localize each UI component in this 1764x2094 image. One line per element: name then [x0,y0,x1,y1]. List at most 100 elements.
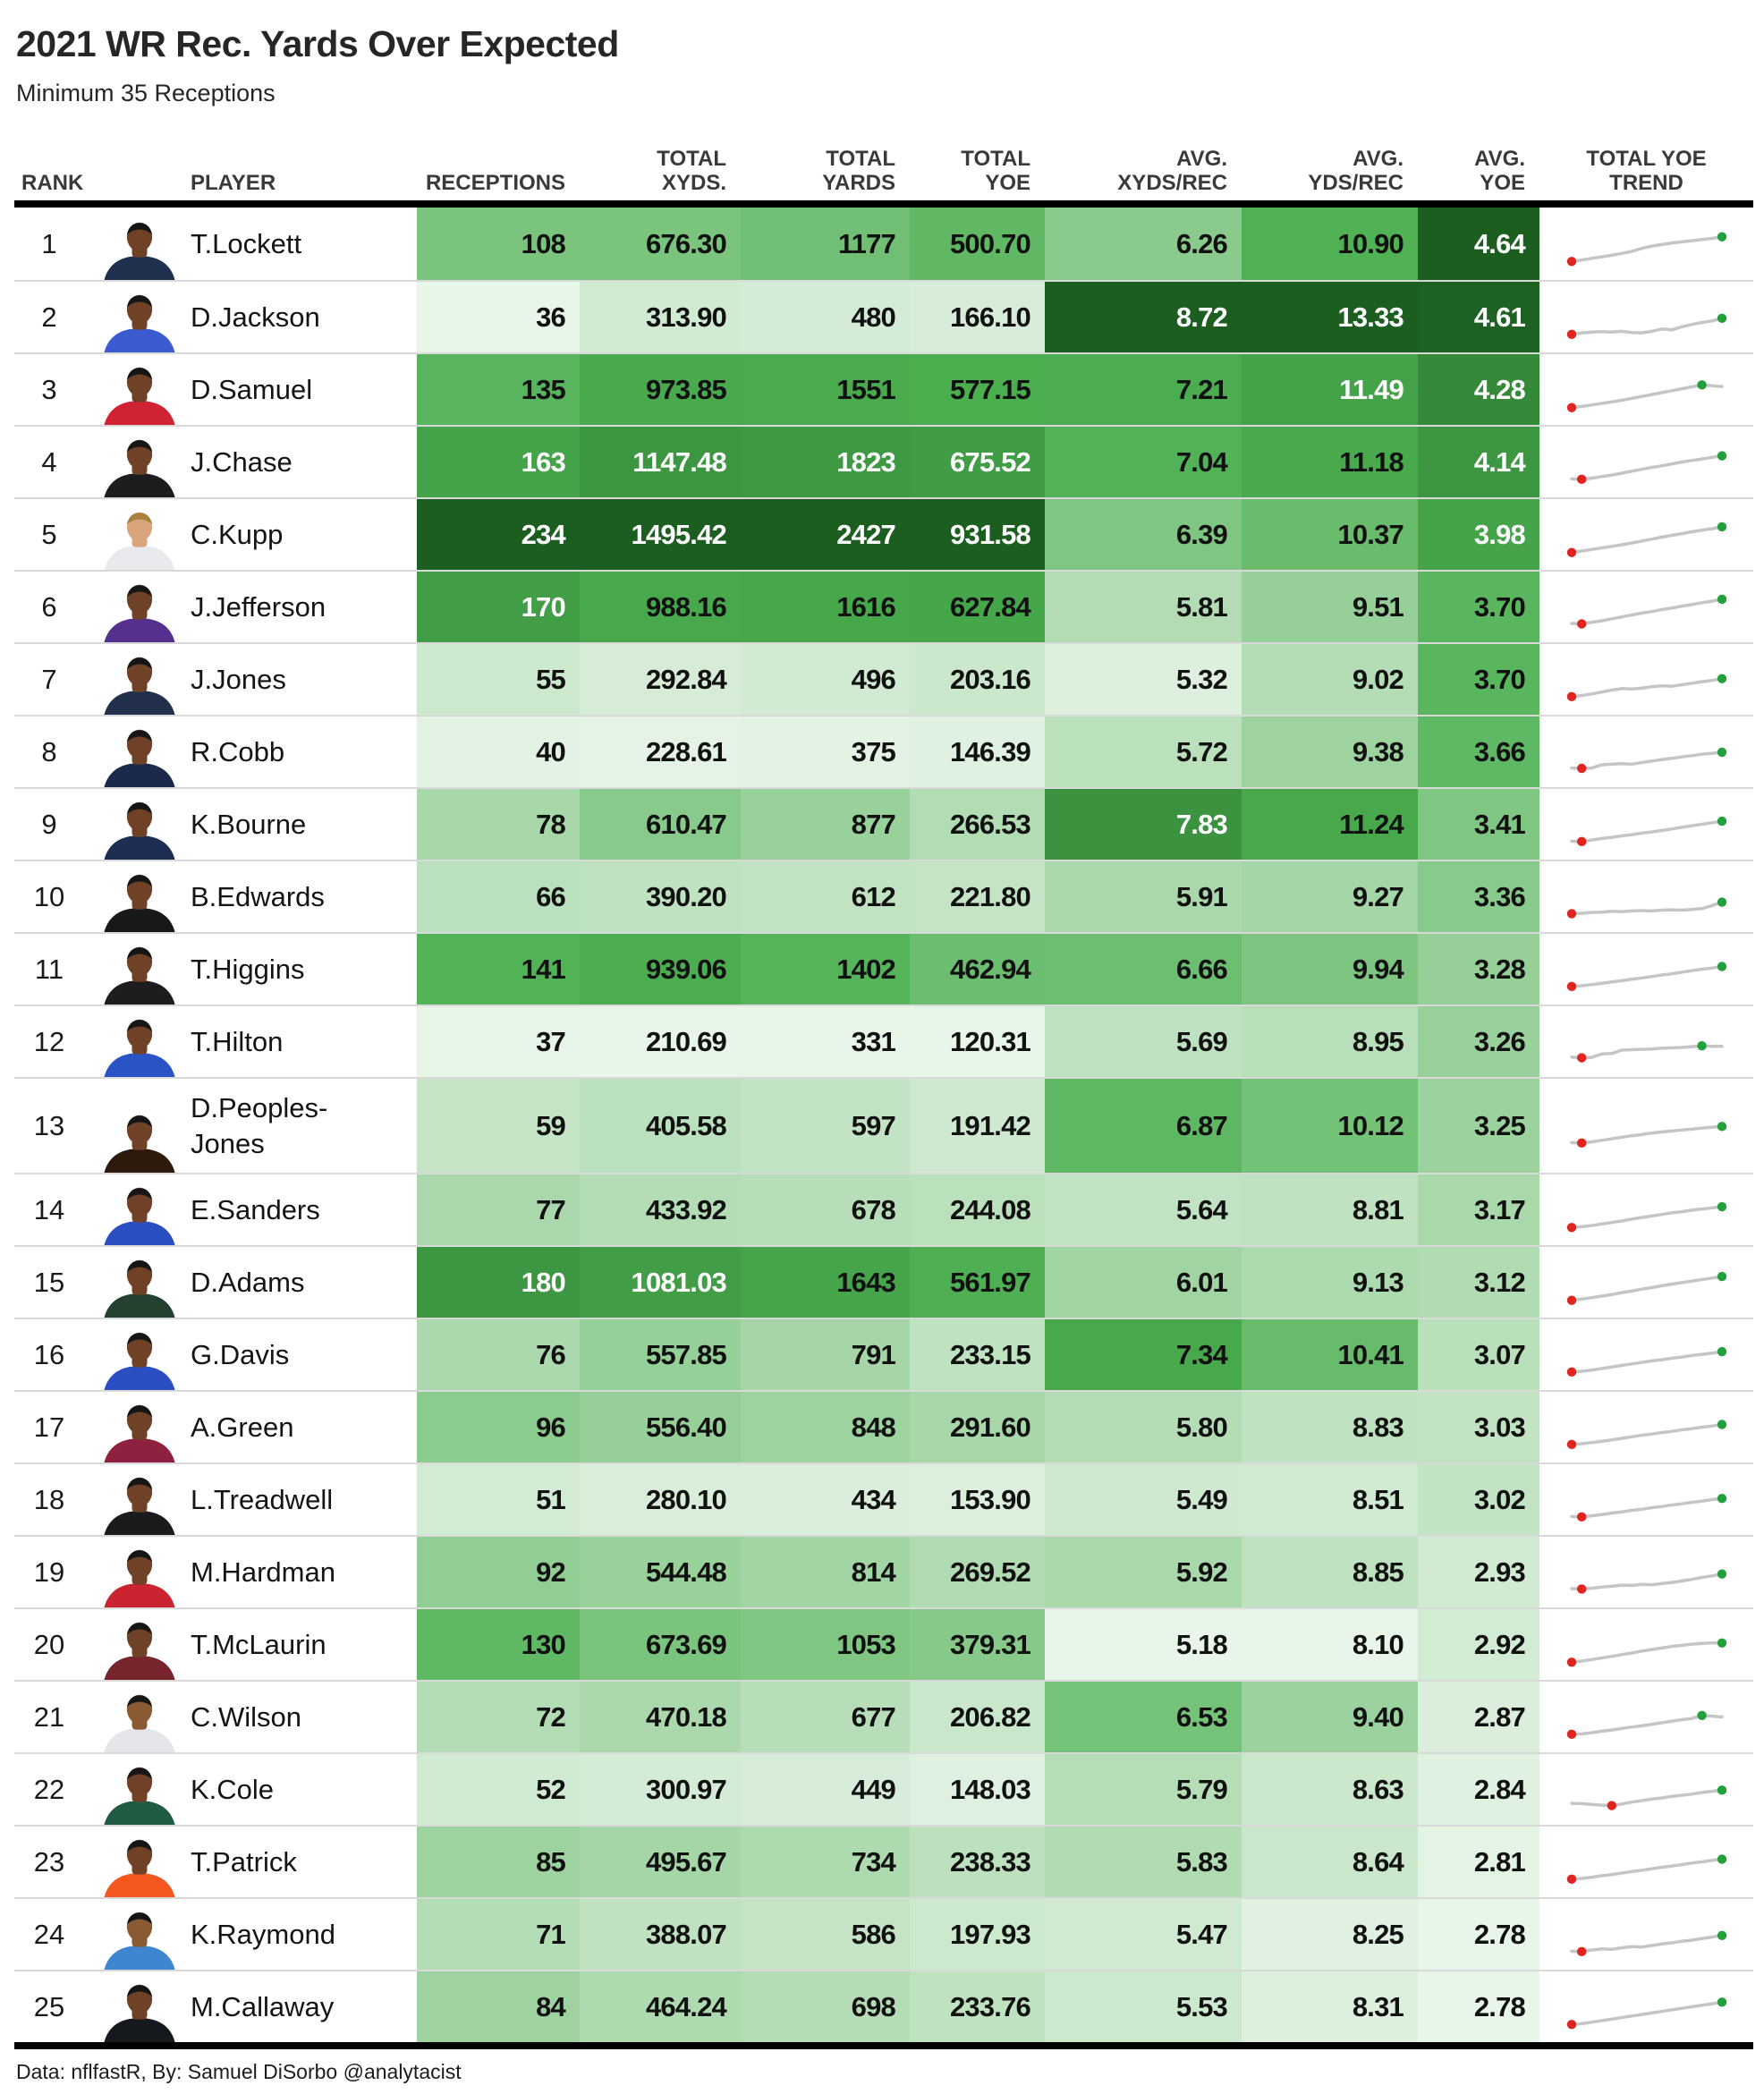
trend-line [1569,1124,1724,1145]
rank-value: 18 [33,1483,65,1515]
cell-total-xyds: 939.06 [580,934,741,1005]
trend-max-dot [1696,1040,1707,1050]
trend-sparkline [1539,572,1753,642]
cell-total-xyds: 495.67 [580,1827,741,1897]
cell-receptions: 84 [417,1971,580,2042]
player-avatar [97,1392,182,1462]
cell-avg-yoe: 3.12 [1418,1247,1539,1318]
trend-min-dot [1566,1439,1576,1449]
player-avatar [97,1006,182,1077]
cell-avg-yds-rec: 8.83 [1242,1392,1418,1462]
cell-avg-xyds-rec: 5.18 [1045,1609,1242,1680]
player-name: R.Cobb [191,735,285,767]
player-avatar [97,716,182,787]
player-avatar [97,644,182,715]
cell-avg-yoe: 2.84 [1418,1754,1539,1825]
cell-total-yards: 1402 [741,934,910,1005]
trend-min-dot [1566,908,1576,919]
cell-receptions: 71 [417,1899,580,1970]
player-headshot-icon [103,801,175,860]
player-avatar [97,934,182,1005]
cell-total-yoe: 191.42 [910,1079,1045,1173]
cell-avg-yoe: 4.64 [1418,208,1539,280]
player-headshot-icon [103,1404,175,1462]
cell-total-xyds: 1147.48 [580,427,741,497]
cell-receptions: 72 [417,1682,580,1752]
trend-min-dot [1607,1800,1616,1810]
cell-avg-yds-rec: 10.90 [1242,208,1418,280]
player-headshot-icon [103,1839,175,1897]
cell-receptions: 66 [417,861,580,932]
table-row: 9 K.Bourne 78 610.47 877 266.53 7.83 11.… [14,787,1753,860]
trend-max-dot [1717,232,1726,242]
player-name: K.Cole [191,1773,275,1805]
trend-max-dot [1717,1121,1726,1132]
cell-avg-yoe: 4.61 [1418,282,1539,352]
cell-total-yards: 480 [741,282,910,352]
column-header-avg-yoe: AVG. YOE [1474,147,1525,195]
trend-line [1569,1640,1724,1664]
trend-min-dot [1566,1222,1576,1232]
cell-avg-yds-rec: 8.64 [1242,1827,1418,1897]
table-row: 23 T.Patrick 85 495.67 734 238.33 5.83 8… [14,1825,1753,1897]
cell-total-yoe: 379.31 [910,1609,1045,1680]
player-avatar [97,1537,182,1607]
cell-total-yoe: 206.82 [910,1682,1045,1752]
trend-min-dot [1576,474,1586,484]
trend-min-dot [1566,1874,1576,1884]
cell-avg-yoe: 3.03 [1418,1392,1539,1462]
trend-min-dot [1566,403,1576,412]
player-name: A.Green [191,1411,294,1443]
rank-value: 23 [33,1845,65,1878]
cell-avg-xyds-rec: 5.92 [1045,1537,1242,1607]
cell-avg-yoe: 4.28 [1418,354,1539,425]
trend-line [1569,1933,1724,1954]
player-headshot-icon [103,657,175,715]
trend-sparkline [1539,282,1753,352]
cell-avg-yoe: 3.28 [1418,934,1539,1005]
player-name: L.Treadwell [191,1483,334,1515]
cell-avg-xyds-rec: 5.64 [1045,1174,1242,1245]
trend-max-dot [1717,1346,1726,1356]
player-name: D.Samuel [191,373,313,405]
trend-sparkline [1539,1754,1753,1825]
trend-max-dot [1717,313,1726,323]
trend-max-dot [1717,1271,1726,1281]
cell-receptions: 77 [417,1174,580,1245]
cell-total-yards: 434 [741,1464,910,1535]
cell-avg-yds-rec: 13.33 [1242,282,1418,352]
cell-total-yoe: 500.70 [910,208,1045,280]
trend-sparkline [1539,861,1753,932]
cell-receptions: 52 [417,1754,580,1825]
cell-avg-yds-rec: 8.63 [1242,1754,1418,1825]
cell-total-yoe: 146.39 [910,716,1045,787]
rank-value: 19 [33,1556,65,1588]
cell-avg-yoe: 3.41 [1418,789,1539,860]
cell-total-yards: 698 [741,1971,910,2042]
player-name: D.Jackson [191,301,320,333]
cell-avg-xyds-rec: 7.04 [1045,427,1242,497]
player-avatar [97,499,182,570]
player-avatar [97,282,182,352]
trend-sparkline [1539,1174,1753,1245]
player-avatar [97,1319,182,1390]
trend-sparkline [1539,1971,1753,2042]
cell-total-yards: 848 [741,1392,910,1462]
rank-value: 6 [41,590,57,623]
player-headshot-icon [103,1622,175,1680]
trend-min-dot [1566,547,1576,557]
player-headshot-icon [103,1984,175,2042]
cell-receptions: 234 [417,499,580,570]
cell-avg-xyds-rec: 7.34 [1045,1319,1242,1390]
cell-total-yards: 449 [741,1754,910,1825]
rank-value: 8 [41,735,57,767]
cell-avg-yoe: 3.25 [1418,1079,1539,1173]
trend-max-dot [1717,450,1726,461]
player-name: T.Higgins [191,953,305,985]
column-header-total-yoe: TOTAL YOE [961,147,1030,195]
cell-total-xyds: 390.20 [580,861,741,932]
trend-sparkline [1539,208,1753,280]
cell-avg-yoe: 3.17 [1418,1174,1539,1245]
trend-max-dot [1717,1201,1726,1211]
cell-total-xyds: 673.69 [580,1609,741,1680]
